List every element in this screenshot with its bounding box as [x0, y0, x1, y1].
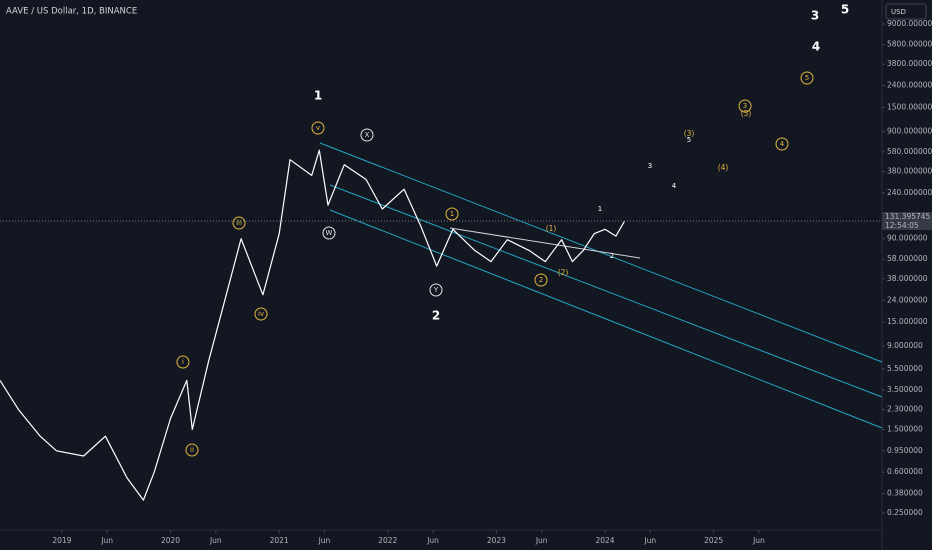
wave-label: Y — [433, 286, 439, 294]
y-tick-label: 2.300000 — [887, 405, 923, 414]
y-tick-label: 240.000000 — [887, 188, 932, 197]
y-tick-label: 5.500000 — [887, 364, 923, 373]
wave-label: 5 — [805, 74, 809, 82]
y-tick-label: 38.000000 — [887, 274, 928, 283]
y-tick-label: 9.000000 — [887, 341, 923, 350]
wave-label: 1 — [314, 89, 322, 103]
currency-label: USD — [891, 8, 906, 16]
price-line — [0, 149, 626, 501]
y-tick-label: 90.000000 — [887, 234, 928, 243]
wave-label: X — [365, 131, 370, 139]
wave-label: i — [182, 358, 184, 366]
y-tick-label: 58.000000 — [887, 254, 928, 263]
wave-label: 4 — [780, 140, 785, 148]
x-tick-label: Jun — [643, 536, 656, 545]
wave-label: 4 — [812, 40, 820, 54]
y-tick-label: 15.000000 — [887, 317, 928, 326]
y-tick-label: 2400.000000 — [887, 81, 932, 90]
x-tick-label: Jun — [535, 536, 548, 545]
wave-label: iv — [258, 310, 264, 318]
x-tick-label: Jun — [100, 536, 113, 545]
x-tick-label: 2024 — [595, 536, 614, 545]
x-tick-label: 2022 — [378, 536, 397, 545]
wave-label: 1 — [450, 210, 454, 218]
y-tick-label: 0.600000 — [887, 467, 923, 476]
wave-label: 3 — [648, 162, 652, 170]
x-tick-label: Jun — [209, 536, 222, 545]
wave-circle — [311, 121, 325, 135]
currency-button[interactable] — [885, 3, 927, 20]
channel-upper — [319, 142, 883, 363]
chart-title: AAVE / US Dollar, 1D, BINANCE — [6, 7, 137, 17]
x-tick-label: 2023 — [487, 536, 506, 545]
y-tick-label: 24.000000 — [887, 295, 928, 304]
wave-circle — [360, 128, 374, 142]
y-tick-label: 1.500000 — [887, 425, 923, 434]
wave-label: 2 — [539, 276, 543, 284]
wave-label: (1) — [546, 224, 557, 233]
wave-circle — [738, 99, 752, 113]
wave-circle — [800, 71, 814, 85]
wave-label: (3) — [684, 129, 695, 138]
wave-label: 2 — [432, 309, 440, 323]
wave-label: ii — [190, 446, 194, 454]
wave-circle — [254, 307, 268, 321]
wave-circle — [534, 273, 548, 287]
y-tick-label: 900.000000 — [887, 126, 932, 135]
y-tick-label: 9000.000000 — [887, 19, 932, 28]
y-tick-label: 0.950000 — [887, 446, 923, 455]
wave-label: W — [326, 229, 333, 237]
y-tick-label: 580.000000 — [887, 147, 932, 156]
wave-label: 3 — [811, 9, 819, 23]
channel-lower — [329, 209, 883, 429]
wave-label: 2 — [610, 252, 614, 260]
wave-label: 1 — [598, 205, 602, 213]
x-tick-label: 2020 — [161, 536, 180, 545]
wave-circle — [176, 355, 190, 369]
y-tick-label: 3800.000000 — [887, 59, 932, 68]
wave-circle — [322, 226, 336, 240]
y-tick-label: 0.380000 — [887, 489, 923, 498]
x-tick-label: Jun — [426, 536, 439, 545]
y-tick-label: 0.250000 — [887, 508, 923, 517]
x-tick-label: 2025 — [704, 536, 723, 545]
wave-label: (5) — [741, 109, 752, 118]
countdown-label: 12:54:05 — [885, 221, 919, 230]
wave-circle — [445, 207, 459, 221]
last-price-label: 131.395745 — [885, 212, 931, 221]
y-tick-label: 3.500000 — [887, 385, 923, 394]
last-price-box — [882, 212, 932, 231]
x-tick-label: 2019 — [52, 536, 71, 545]
x-tick-label: 2021 — [270, 536, 289, 545]
wave-circle — [429, 283, 443, 297]
wave-circle — [232, 216, 246, 230]
wave-label: 3 — [743, 102, 747, 110]
wave-label: (2) — [558, 268, 569, 277]
wave-label: 5 — [687, 136, 691, 144]
y-tick-label: 1500.000000 — [887, 103, 932, 112]
wave-label: iii — [236, 219, 242, 227]
wave-label: 5 — [841, 3, 849, 17]
wave-circle — [185, 443, 199, 457]
wave-label: v — [316, 124, 320, 132]
y-tick-label: 5800.000000 — [887, 39, 932, 48]
channel-middle — [329, 184, 883, 398]
trendline — [449, 227, 641, 259]
wave-label: (4) — [718, 163, 729, 172]
y-tick-label: 380.000000 — [887, 167, 932, 176]
wave-label: 4 — [672, 182, 677, 190]
x-tick-label: Jun — [318, 536, 331, 545]
x-tick-label: Jun — [752, 536, 765, 545]
wave-circle — [775, 137, 789, 151]
